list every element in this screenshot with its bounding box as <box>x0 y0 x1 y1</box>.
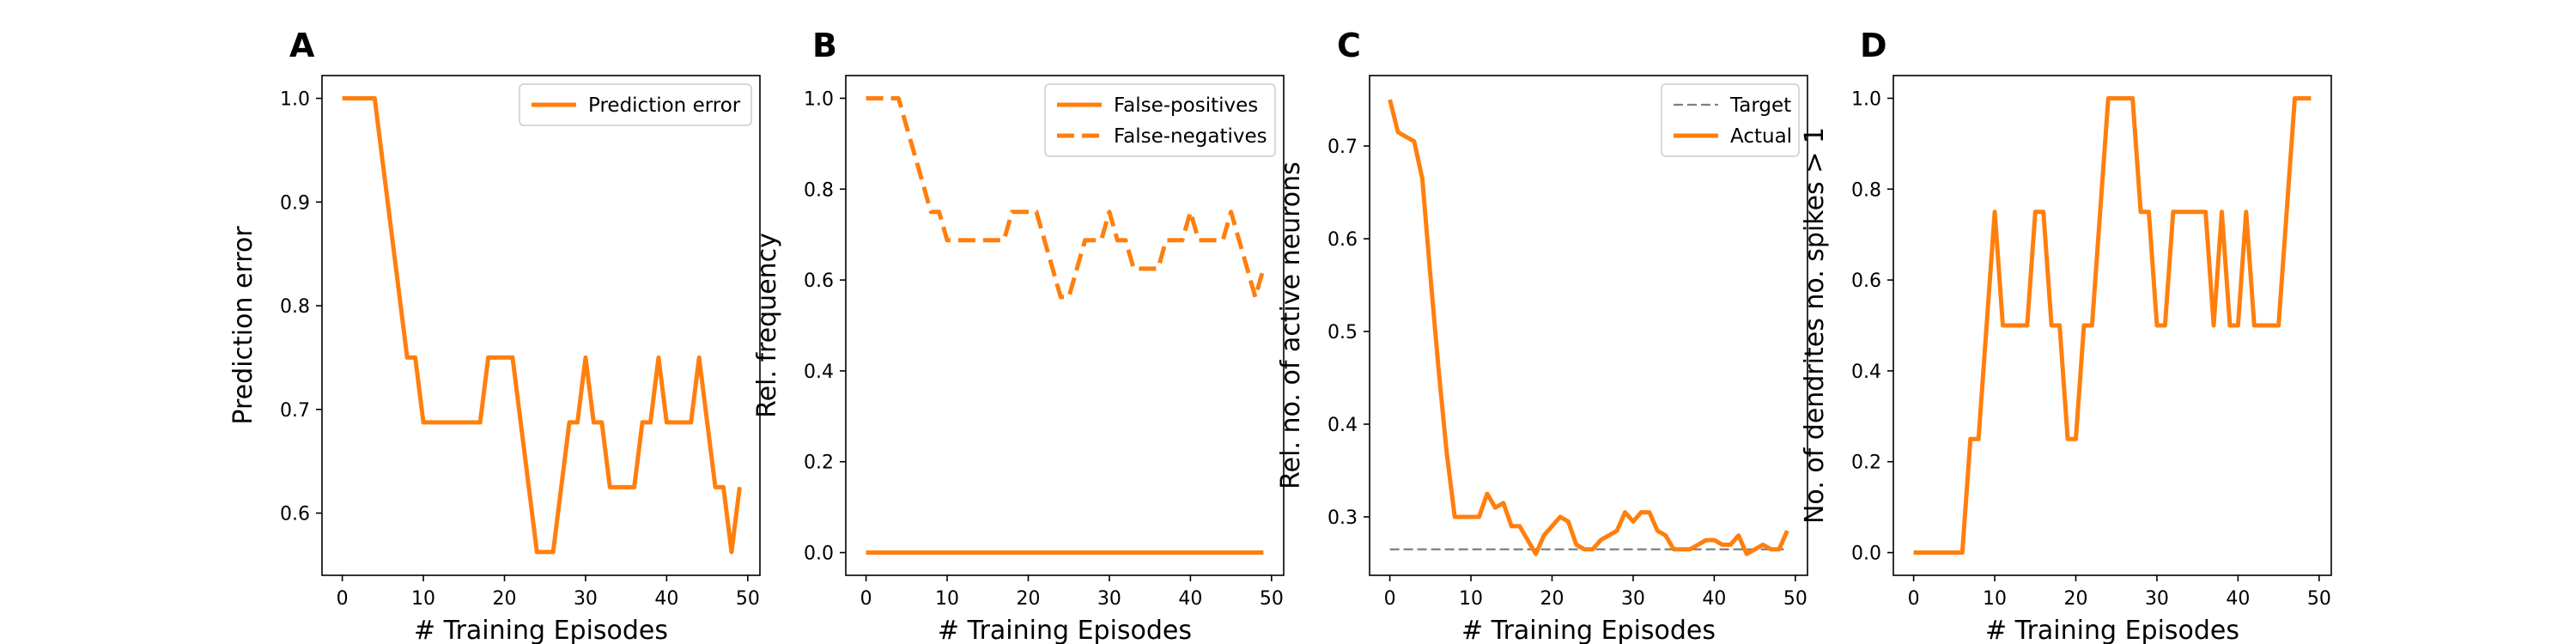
x-tick-label: 0 <box>337 588 349 610</box>
x-tick-label: 50 <box>2307 588 2331 610</box>
legend-box <box>519 83 752 126</box>
series-line-main <box>1913 95 2312 556</box>
x-tick-label: 40 <box>654 588 678 610</box>
x-tick-label: 20 <box>493 588 517 610</box>
x-tick-label: 30 <box>2145 588 2169 610</box>
y-tick-label: 0.6 <box>804 270 834 292</box>
y-tick-label: 0.2 <box>804 453 834 474</box>
y-tick-label: 0.7 <box>280 400 310 422</box>
chart-panel-d: D 0 10 20 30 40 50 0.0 0.2 0.4 0.6 0.8 1.0 # Training… <box>1800 27 2332 644</box>
y-tick-label: 0.4 <box>804 361 834 383</box>
x-axis-label: # Training Episodes <box>414 616 668 644</box>
x-tick-label: 30 <box>574 588 598 610</box>
y-axis-label: Rel. no. of active neurons <box>1276 161 1306 489</box>
y-tick-label: 1.0 <box>280 89 310 111</box>
x-tick-label: 10 <box>1459 588 1483 610</box>
y-tick-label: 0.0 <box>1851 544 1881 565</box>
x-tick-label: 40 <box>1178 588 1202 610</box>
chart-panel-a: A 0 10 20 30 40 50 0.6 0.7 0.8 0.9 1.0 # Training Ep… <box>228 27 761 644</box>
panel-letter: A <box>289 27 315 64</box>
x-tick-label: 30 <box>1621 588 1645 610</box>
y-tick-label: 0.8 <box>280 296 310 318</box>
x-tick-label: 0 <box>860 588 872 610</box>
axes-frame <box>845 75 1285 576</box>
legend-label: Target <box>1729 94 1791 117</box>
series-line-false-negatives <box>866 95 1266 300</box>
y-axis-label: Rel. frequency <box>752 233 782 418</box>
panel-letter: C <box>1337 27 1361 64</box>
axes-frame <box>1893 75 2332 576</box>
y-tick-label: 0.4 <box>1851 361 1881 383</box>
y-tick-label: 0.6 <box>1327 229 1358 251</box>
legend-label: False-positives <box>1114 94 1258 117</box>
x-tick-label: 10 <box>935 588 959 610</box>
y-tick-label: 0.7 <box>1327 137 1358 158</box>
x-tick-label: 20 <box>1540 588 1564 610</box>
x-tick-label: 20 <box>1017 588 1041 610</box>
x-tick-label: 0 <box>1384 588 1396 610</box>
legend: Target Actual <box>1661 83 1800 157</box>
legend-box <box>1044 83 1276 157</box>
x-axis-label: # Training Episodes <box>1985 616 2239 644</box>
legend: False-positives False-negatives <box>1044 83 1276 157</box>
y-axis-label: Prediction error <box>228 226 258 425</box>
x-axis-label: # Training Episodes <box>938 616 1192 644</box>
chart-panel-c: C 0 10 20 30 40 50 0.3 0.4 0.5 0.6 0.7 # Training Ep… <box>1276 27 1808 644</box>
x-tick-label: 50 <box>736 588 760 610</box>
axes-frame <box>1369 75 1808 576</box>
x-tick-label: 40 <box>1702 588 1726 610</box>
panel-letter: D <box>1860 27 1887 64</box>
y-tick-label: 0.4 <box>1327 415 1358 436</box>
legend-label: Prediction error <box>588 94 741 117</box>
x-tick-label: 50 <box>1260 588 1284 610</box>
legend: Prediction error <box>519 83 752 126</box>
y-tick-label: 0.6 <box>280 504 310 526</box>
y-tick-label: 0.3 <box>1327 507 1358 529</box>
x-tick-label: 50 <box>1783 588 1807 610</box>
series-line-prediction-error <box>342 96 742 555</box>
legend-label: False-negatives <box>1114 125 1267 148</box>
axes-frame <box>321 75 761 576</box>
y-tick-label: 0.8 <box>804 179 834 201</box>
series-line-actual <box>1388 99 1789 556</box>
y-tick-label: 0.5 <box>1327 322 1358 343</box>
y-tick-label: 0.6 <box>1851 270 1881 292</box>
y-axis-label: No. of dendrites no. spikes > 1 <box>1800 127 1830 524</box>
y-tick-label: 1.0 <box>804 88 834 110</box>
y-tick-label: 1.0 <box>1851 88 1881 110</box>
x-tick-label: 40 <box>2226 588 2250 610</box>
y-tick-label: 0.9 <box>280 192 310 214</box>
x-axis-label: # Training Episodes <box>1461 616 1716 644</box>
legend-box <box>1661 83 1800 157</box>
x-tick-label: 10 <box>411 588 435 610</box>
y-tick-label: 0.0 <box>804 544 834 565</box>
y-tick-label: 0.2 <box>1851 453 1881 474</box>
panel-letter: B <box>812 27 837 64</box>
x-tick-label: 10 <box>1983 588 2007 610</box>
y-tick-label: 0.8 <box>1851 179 1881 201</box>
x-tick-label: 20 <box>2064 588 2088 610</box>
legend-label: Actual <box>1730 125 1792 148</box>
chart-panel-b: B 0 10 20 30 40 50 0.0 0.2 0.4 0.6 0.8 1.0 # Training… <box>752 27 1285 644</box>
x-tick-label: 0 <box>1908 588 1920 610</box>
x-tick-label: 30 <box>1097 588 1121 610</box>
